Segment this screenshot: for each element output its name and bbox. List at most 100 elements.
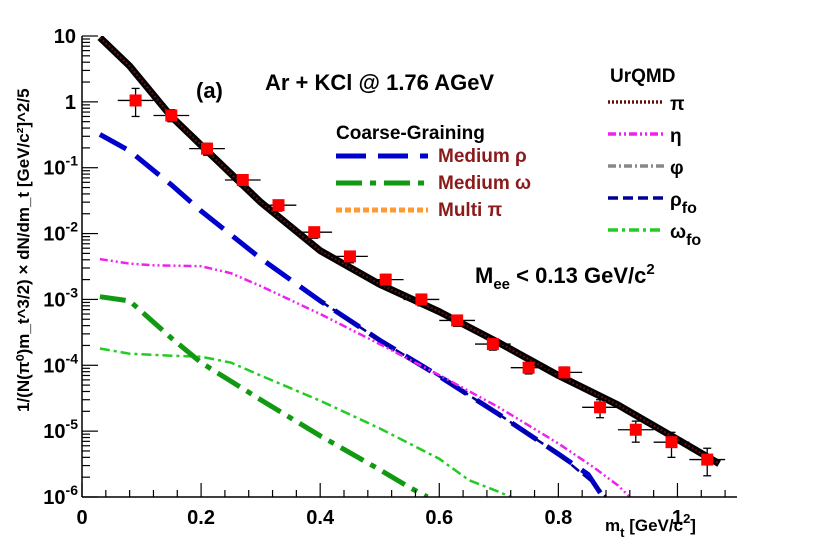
data-point xyxy=(153,109,190,123)
series-line-6 xyxy=(99,294,429,497)
x-axis-label-close: ] xyxy=(690,516,696,535)
data-marker xyxy=(379,273,392,286)
legend-urqmd-symbol: ω xyxy=(670,222,686,243)
data-point xyxy=(546,366,583,380)
chart-title: Ar + KCl @ 1.76 AGeV xyxy=(265,70,494,95)
legend-urqmd-subscript: fo xyxy=(682,200,697,217)
data-marker xyxy=(451,314,464,327)
data-marker xyxy=(701,453,714,466)
x-tick-label: 0.4 xyxy=(306,507,335,529)
x-axis-label-main: m xyxy=(605,516,620,535)
y-tick-label: 10-1 xyxy=(43,153,78,180)
data-marker xyxy=(308,226,321,239)
y-tick-label: 10-4 xyxy=(43,350,78,377)
data-marker xyxy=(594,401,607,414)
data-point xyxy=(224,174,261,188)
data-marker xyxy=(558,366,571,379)
x-tick-label: 0.8 xyxy=(544,507,572,529)
data-point xyxy=(475,338,511,351)
legend-urqmd-label: π xyxy=(670,94,685,115)
y-tick-label: 10-6 xyxy=(43,482,78,509)
series-line-4 xyxy=(99,257,631,497)
legend-urqmd-title: UrQMD xyxy=(610,66,675,87)
x-axis-label: mt [GeV/c2] xyxy=(605,511,696,540)
y-tick-base: 10 xyxy=(43,487,65,509)
data-point xyxy=(189,142,225,156)
y-tick-exponent: -6 xyxy=(66,482,79,498)
legend-cg-label: Medium ρ xyxy=(438,146,527,167)
mass-cut-main: M xyxy=(475,263,493,288)
y-tick-base: 10 xyxy=(43,289,65,311)
data-marker xyxy=(165,109,178,122)
y-tick-base: 10 xyxy=(43,224,65,246)
legend-cg-label: Multi π xyxy=(438,200,503,221)
data-marker xyxy=(629,423,642,436)
y-tick-label: 10-5 xyxy=(43,416,78,443)
y-tick-exponent: -4 xyxy=(66,350,79,366)
y-tick-label: 10-2 xyxy=(43,219,78,246)
y-tick-exponent: -1 xyxy=(66,153,79,169)
x-tick-label: 1 xyxy=(672,507,683,529)
y-tick-exponent: -5 xyxy=(66,416,79,432)
data-points-layer xyxy=(117,87,726,477)
legend-cg-label: Medium ω xyxy=(438,173,531,194)
data-marker xyxy=(129,94,142,107)
y-tick-exponent: -3 xyxy=(66,284,79,300)
x-axis-label-rest: [GeV/c xyxy=(624,516,683,535)
legend-urqmd-label: ωfo xyxy=(670,222,701,249)
legend-urqmd-symbol: π xyxy=(670,94,685,115)
y-tick-label: 10 xyxy=(54,26,76,48)
axes-layer: 0 0.2 0.4 0.6 0.8 110-610-510-410-310-210-111… xyxy=(43,26,737,529)
panel-label: (a) xyxy=(196,78,223,103)
data-marker xyxy=(236,174,249,187)
data-point xyxy=(332,250,368,264)
data-point xyxy=(367,273,404,287)
data-marker xyxy=(201,142,214,155)
mass-cut-rest: < 0.13 GeV/c xyxy=(510,263,646,288)
mass-cut-sup: 2 xyxy=(646,261,654,278)
legend-urqmd-label: ρfo xyxy=(670,190,697,217)
y-tick-base: 10 xyxy=(43,158,65,180)
x-tick-label: 0.2 xyxy=(187,507,215,529)
data-point xyxy=(582,399,618,419)
series-line-5 xyxy=(99,347,512,497)
y-axis-label: 1/(N(π⁰)m_t^3/2) × dN/dm_t [GeV/c²]^2/5 xyxy=(14,88,33,412)
x-axis-label-sup: 2 xyxy=(683,511,690,526)
y-tick-base: 10 xyxy=(43,421,65,443)
y-tick-base: 10 xyxy=(43,355,65,377)
legend-urqmd-subscript: fo xyxy=(686,232,701,249)
legend-urqmd-label: η xyxy=(670,126,682,147)
data-point xyxy=(653,431,690,459)
data-point xyxy=(439,314,475,328)
legend-urqmd-label: φ xyxy=(670,158,684,179)
data-point xyxy=(510,361,547,375)
data-marker xyxy=(272,199,285,212)
series-line-3 xyxy=(319,299,607,497)
x-tick-label: 0.6 xyxy=(425,507,453,529)
data-point xyxy=(260,199,297,212)
legend-urqmd-symbol: φ xyxy=(670,158,684,179)
legend-urqmd-symbol: ρ xyxy=(670,190,682,211)
data-marker xyxy=(522,361,535,374)
mass-cut-sub: ee xyxy=(493,276,510,293)
data-marker xyxy=(415,293,428,306)
legend-urqmd-symbol: η xyxy=(670,126,682,147)
y-tick-label: 1 xyxy=(65,92,76,114)
data-marker xyxy=(486,338,499,351)
data-point xyxy=(403,293,440,307)
data-point xyxy=(689,447,726,477)
y-tick-exponent: -2 xyxy=(66,219,79,235)
data-marker xyxy=(665,436,678,449)
mass-cut-label: Mee < 0.13 GeV/c2 xyxy=(475,261,655,293)
data-point xyxy=(617,420,654,443)
data-point xyxy=(296,226,333,239)
y-tick-label: 10-3 xyxy=(43,284,78,311)
data-marker xyxy=(343,250,356,263)
data-point xyxy=(117,87,154,118)
x-tick-label: 0 xyxy=(76,507,87,529)
legend-cg-title: Coarse-Graining xyxy=(336,123,485,144)
